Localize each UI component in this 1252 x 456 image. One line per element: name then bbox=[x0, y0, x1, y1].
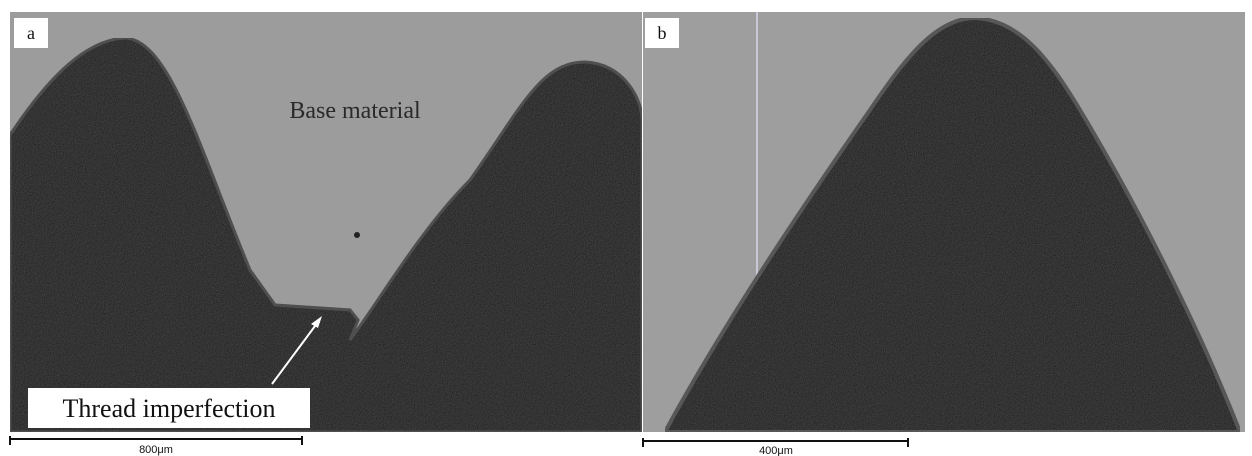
panel-label: a bbox=[27, 23, 35, 43]
inclusion bbox=[354, 232, 360, 238]
annotation: Thread imperfection bbox=[63, 394, 276, 423]
scale-bar: 800μm bbox=[10, 436, 302, 456]
scale-bar: 400μm bbox=[643, 438, 908, 456]
figure: Base material Thread imperfection a 800μ… bbox=[0, 0, 1252, 456]
scale-label: 800μm bbox=[139, 444, 173, 456]
page: Base material Thread imperfection a 800μ… bbox=[0, 0, 1252, 456]
annotation: Base material bbox=[289, 98, 421, 124]
panel-b: b 400μm bbox=[643, 12, 1245, 456]
scale-label: 400μm bbox=[759, 445, 793, 456]
panel-a: Base material Thread imperfection a 800μ… bbox=[10, 12, 642, 456]
panel-label: b bbox=[658, 23, 667, 43]
